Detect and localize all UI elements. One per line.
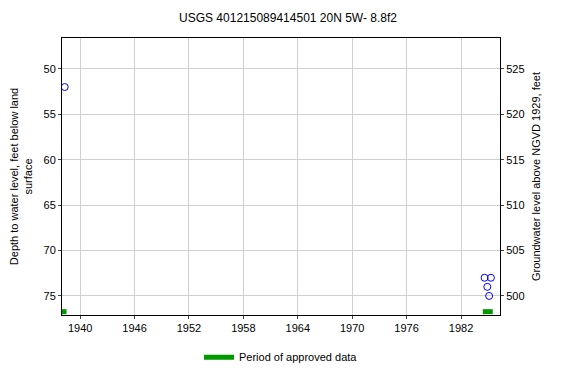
svg-text:520: 520: [506, 108, 524, 120]
svg-text:1964: 1964: [286, 322, 310, 334]
svg-text:Depth to water level, feet bel: Depth to water level, feet below landsur…: [8, 88, 34, 265]
svg-text:Period of approved data: Period of approved data: [239, 351, 357, 363]
svg-text:70: 70: [44, 244, 56, 256]
svg-text:65: 65: [44, 199, 56, 211]
svg-text:1946: 1946: [122, 322, 146, 334]
svg-text:55: 55: [44, 108, 56, 120]
svg-text:500: 500: [506, 290, 524, 302]
svg-text:525: 525: [506, 63, 524, 75]
svg-text:510: 510: [506, 199, 524, 211]
svg-text:50: 50: [44, 63, 56, 75]
svg-text:515: 515: [506, 154, 524, 166]
svg-text:1958: 1958: [231, 322, 255, 334]
svg-text:1940: 1940: [68, 322, 92, 334]
svg-text:75: 75: [44, 290, 56, 302]
svg-text:505: 505: [506, 244, 524, 256]
svg-text:USGS 401215089414501 20N 5W- 8: USGS 401215089414501 20N 5W- 8.8f2: [179, 11, 397, 25]
svg-text:Groundwater level above NGVD 1: Groundwater level above NGVD 1929, feet: [530, 72, 542, 281]
svg-text:60: 60: [44, 154, 56, 166]
svg-text:1952: 1952: [177, 322, 201, 334]
svg-text:1982: 1982: [449, 322, 473, 334]
svg-text:1970: 1970: [340, 322, 364, 334]
svg-text:1976: 1976: [394, 322, 418, 334]
